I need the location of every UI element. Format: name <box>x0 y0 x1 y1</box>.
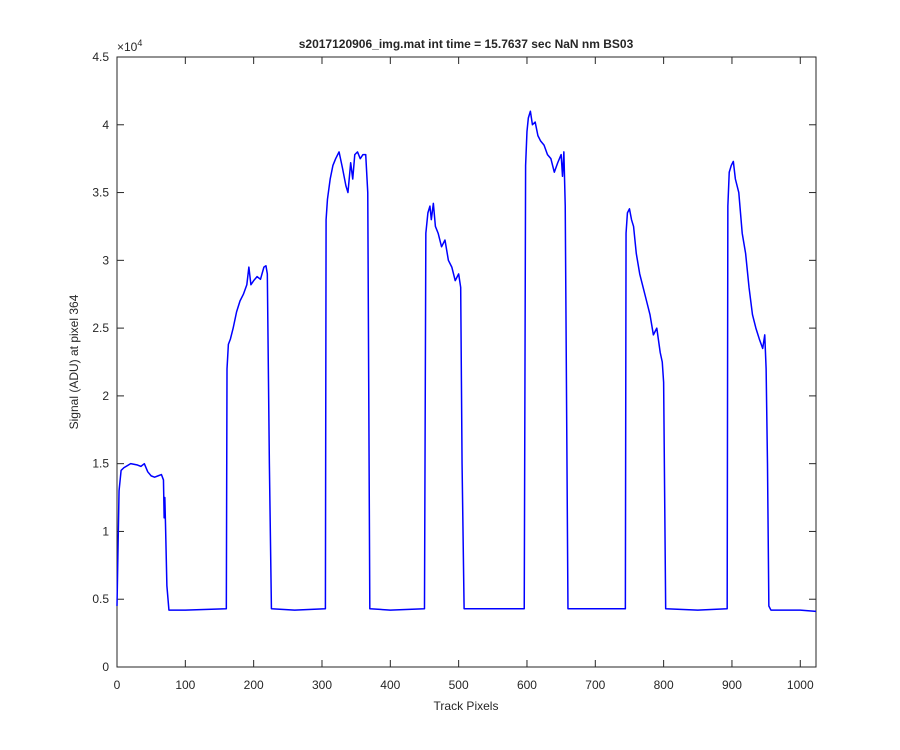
x-tick-label: 700 <box>585 678 605 692</box>
y-tick-label: 1 <box>102 524 109 538</box>
x-tick-label: 900 <box>722 678 742 692</box>
y-tick-label: 1.5 <box>92 457 109 471</box>
chart-title: s2017120906_img.mat int time = 15.7637 s… <box>299 37 634 51</box>
x-tick-label: 0 <box>114 678 121 692</box>
y-multiplier-base: ×10 <box>117 40 138 54</box>
x-tick-label: 800 <box>654 678 674 692</box>
y-multiplier: ×104 <box>117 38 142 54</box>
x-tick-label: 1000 <box>787 678 814 692</box>
x-tick-label: 300 <box>312 678 332 692</box>
plot-area <box>116 56 817 668</box>
series-line <box>116 110 817 613</box>
y-tick-label: 2.5 <box>92 321 109 335</box>
y-tick-label: 3 <box>102 253 109 267</box>
x-tick-label: 200 <box>244 678 264 692</box>
y-tick-label: 4.5 <box>92 50 109 64</box>
y-tick-label: 0 <box>102 660 109 674</box>
x-axis-label: Track Pixels <box>434 699 499 713</box>
x-tick-label: 600 <box>517 678 537 692</box>
x-tick-label: 400 <box>380 678 400 692</box>
y-tick-label: 4 <box>102 118 109 132</box>
x-tick-label: 500 <box>449 678 469 692</box>
y-tick-label: 3.5 <box>92 186 109 200</box>
y-tick-label: 0.5 <box>92 592 109 606</box>
y-multiplier-exponent: 4 <box>137 38 142 48</box>
y-tick-label: 2 <box>102 389 109 403</box>
y-axis-label: Signal (ADU) at pixel 364 <box>67 294 81 429</box>
x-tick-label: 100 <box>175 678 195 692</box>
